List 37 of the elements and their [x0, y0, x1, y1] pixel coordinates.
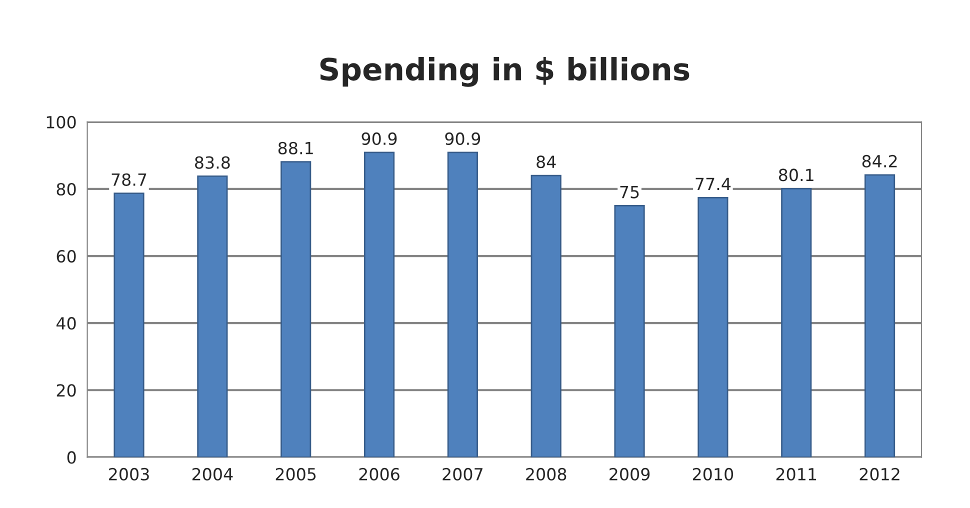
x-tick-label: 2003 — [109, 468, 149, 481]
bar — [364, 152, 395, 458]
x-tick-label: 2007 — [442, 468, 482, 481]
data-label: 88.1 — [278, 142, 313, 154]
y-tick-label: 20 — [56, 384, 76, 397]
data-label: 83.8 — [195, 156, 230, 169]
bar — [447, 152, 478, 458]
x-tick-label: 2006 — [359, 468, 400, 481]
x-tick-label: 2008 — [526, 468, 566, 481]
x-tick-label: 2010 — [692, 468, 734, 481]
bar — [280, 161, 312, 458]
bar — [530, 174, 562, 458]
data-label: 90.9 — [445, 132, 480, 146]
y-tick-label: 60 — [56, 250, 76, 263]
data-label: 80.1 — [778, 168, 814, 182]
y-tick-label: 0 — [67, 451, 76, 464]
data-label: 77.4 — [696, 178, 731, 190]
bar — [698, 197, 728, 458]
y-tick-label: 100 — [46, 116, 76, 128]
chart-title: Spending in $ billions — [320, 57, 690, 87]
x-tick-label: 2005 — [276, 468, 316, 481]
x-tick-label: 2012 — [860, 468, 900, 481]
bar — [864, 174, 896, 458]
bar — [114, 192, 144, 458]
bar — [614, 205, 645, 458]
data-label: 75 — [620, 186, 639, 198]
data-label: 90.9 — [362, 132, 397, 146]
bar — [781, 188, 812, 458]
data-label: 78.7 — [112, 173, 146, 186]
y-tick-label: 80 — [56, 182, 76, 196]
x-tick-label: 2011 — [776, 468, 816, 481]
y-tick-label: 40 — [56, 317, 76, 330]
bar — [197, 176, 228, 458]
data-label: 84 — [536, 156, 556, 168]
x-tick-label: 2009 — [610, 468, 650, 481]
data-label: 84.2 — [862, 154, 897, 168]
x-tick-label: 2004 — [192, 468, 233, 481]
